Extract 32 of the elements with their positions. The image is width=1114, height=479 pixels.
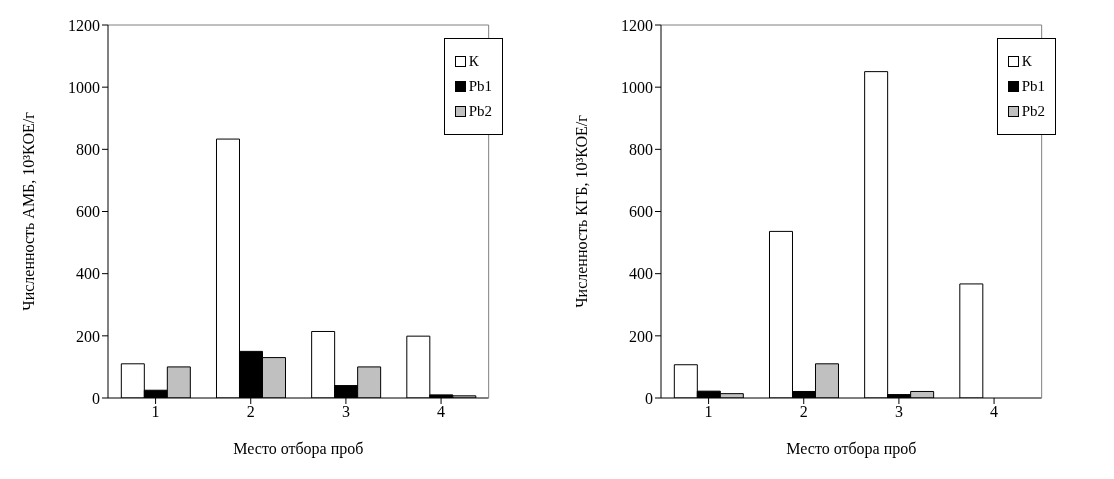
y-tick-label: 1000 <box>621 78 653 96</box>
x-tick-label: 2 <box>799 403 808 421</box>
x-axis-title: Место отбора проб <box>786 440 917 458</box>
x-tick-label: 1 <box>151 403 160 421</box>
x-axis-title: Место отбора проб <box>233 440 364 458</box>
y-tick-label: 1200 <box>68 16 100 34</box>
x-tick-label: 3 <box>341 403 350 421</box>
legend-label: Pb2 <box>468 103 492 120</box>
y-tick-label: 800 <box>76 141 100 159</box>
y-tick-label: 1200 <box>621 16 653 34</box>
legend-label: К <box>468 53 479 70</box>
legend-label: Pb1 <box>468 78 492 95</box>
y-tick-label: 0 <box>92 389 100 407</box>
y-tick-label: 200 <box>629 327 653 345</box>
legend-label: Pb1 <box>1021 78 1045 95</box>
x-tick-label: 2 <box>246 403 255 421</box>
x-tick-label: 4 <box>437 403 446 421</box>
y-tick-label: 400 <box>76 265 100 283</box>
legend-label: К <box>1021 53 1032 70</box>
y-tick-label: 400 <box>629 265 653 283</box>
y-tick-label: 1000 <box>68 78 100 96</box>
y-tick-label: 600 <box>76 203 100 221</box>
y-axis-title: Численность КГБ, 10³КОЕ/г <box>572 114 590 308</box>
legend-label: Pb2 <box>1021 103 1045 120</box>
y-tick-label: 0 <box>645 389 653 407</box>
y-axis-title: Численность АМБ, 10³КОЕ/г <box>19 111 37 311</box>
y-tick-label: 800 <box>629 141 653 159</box>
y-tick-label: 200 <box>76 327 100 345</box>
y-tick-label: 600 <box>629 203 653 221</box>
x-tick-label: 3 <box>894 403 903 421</box>
x-tick-label: 1 <box>704 403 713 421</box>
x-tick-label: 4 <box>990 403 999 421</box>
